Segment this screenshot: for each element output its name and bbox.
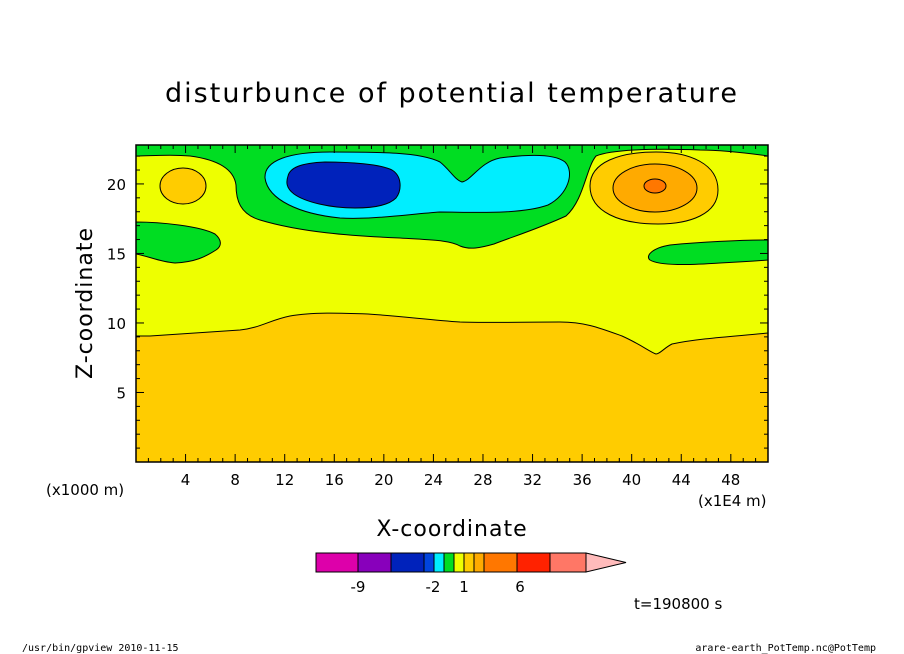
y-tick-label: 20 — [107, 176, 126, 194]
colorbar-swatch — [423, 552, 435, 573]
footer-right: arare-earth_PotTemp.nc@PotTemp — [695, 643, 876, 654]
region-green-right — [647, 239, 769, 266]
colorbar-swatch — [549, 552, 587, 573]
colorbar-label: -2 — [426, 578, 441, 596]
y-tick-label: 15 — [107, 245, 126, 263]
colorbar-swatch — [433, 552, 445, 573]
colorbar-label: 6 — [515, 578, 525, 596]
chart-title: disturbunce of potential temperature — [165, 78, 739, 109]
region-blue — [286, 161, 401, 209]
colorbar-swatch — [357, 552, 392, 573]
region-warm-left — [159, 167, 207, 205]
x-tick-label: 24 — [424, 471, 443, 489]
colorbar-label: 1 — [459, 578, 469, 596]
x-tick-label: 12 — [275, 471, 294, 489]
x-axis-label: X-coordinate — [376, 517, 527, 542]
x-tick-label: 44 — [672, 471, 691, 489]
colorbar-swatch — [463, 552, 475, 573]
y-tick-label: 5 — [116, 384, 126, 402]
colorbar-swatch — [443, 552, 455, 573]
x-tick-label: 4 — [181, 471, 191, 489]
y-tick-label: 10 — [107, 315, 126, 333]
colorbar-swatch — [473, 552, 485, 573]
footer-left: /usr/bin/gpview 2010-11-15 — [22, 643, 179, 654]
x-unit-left: (x1000 m) — [46, 481, 124, 499]
x-tick-label: 32 — [523, 471, 542, 489]
x-unit-right: (x1E4 m) — [698, 492, 767, 510]
x-tick-label: 28 — [473, 471, 492, 489]
x-tick-label: 16 — [325, 471, 344, 489]
plot-frame — [135, 144, 769, 463]
colorbar-swatch — [453, 552, 465, 573]
colorbar-swatch — [390, 552, 425, 573]
colorbar-label: -9 — [351, 578, 366, 596]
region-green-left — [135, 221, 221, 264]
time-label: t=190800 s — [634, 595, 722, 613]
x-tick-label: 48 — [721, 471, 740, 489]
x-tick-label: 36 — [573, 471, 592, 489]
colorbar-swatch — [315, 552, 359, 573]
y-axis-label: Z-coordinate — [73, 227, 98, 379]
colorbar-swatch — [483, 552, 518, 573]
x-tick-label: 40 — [622, 471, 641, 489]
x-tick-label: 20 — [374, 471, 393, 489]
colorbar-extend-arrow — [585, 552, 627, 573]
x-tick-label: 8 — [230, 471, 240, 489]
colorbar: -9 -2 1 6 — [315, 552, 627, 596]
region-orange-red-core — [643, 178, 667, 194]
colorbar-swatch — [516, 552, 551, 573]
